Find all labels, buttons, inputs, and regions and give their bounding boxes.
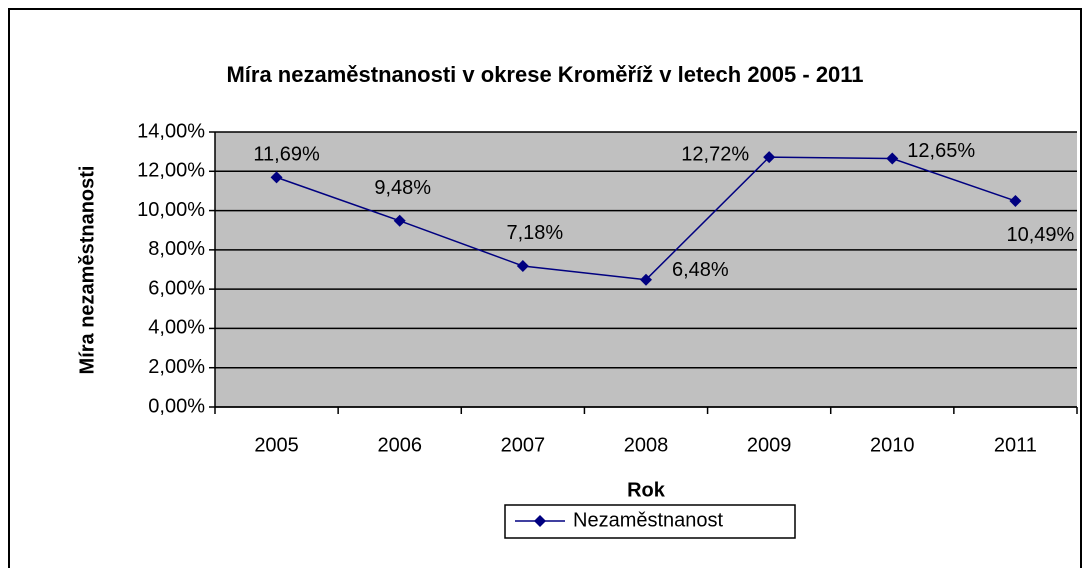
- y-axis-label: Míra nezaměstnanosti: [76, 166, 98, 375]
- marker: [270, 171, 283, 184]
- data-label: 12,72%: [681, 143, 749, 165]
- y-tick-label: 14,00%: [137, 120, 205, 142]
- chart-title: Míra nezaměstnanosti v okrese Kroměříž v…: [226, 62, 863, 87]
- x-tick-label: 2009: [747, 434, 792, 456]
- y-tick-label: 2,00%: [148, 356, 205, 378]
- y-tick-label: 10,00%: [137, 199, 205, 221]
- y-tick-label: 4,00%: [148, 317, 205, 339]
- x-tick-label: 2011: [994, 434, 1037, 456]
- y-tick-label: 0,00%: [148, 395, 205, 417]
- legend-marker: [534, 515, 546, 527]
- data-label: 12,65%: [907, 140, 975, 162]
- data-label: 10,49%: [1007, 224, 1075, 246]
- data-label: 6,48%: [672, 259, 729, 281]
- x-tick-label: 2008: [624, 434, 669, 456]
- legend-label: Nezaměstnanost: [573, 509, 724, 531]
- x-axis-label: Rok: [627, 479, 666, 501]
- x-tick-label: 2005: [254, 434, 299, 456]
- x-tick-label: 2010: [870, 434, 915, 456]
- y-tick-label: 6,00%: [148, 277, 205, 299]
- y-tick-label: 8,00%: [148, 238, 205, 260]
- marker: [1009, 194, 1022, 207]
- marker: [516, 259, 529, 272]
- x-tick-label: 2007: [501, 434, 546, 456]
- marker: [763, 151, 776, 164]
- marker: [393, 214, 406, 227]
- marker: [886, 152, 899, 165]
- data-label: 7,18%: [506, 222, 563, 244]
- x-tick-label: 2006: [377, 434, 422, 456]
- data-label: 9,48%: [374, 177, 431, 199]
- y-tick-label: 12,00%: [137, 160, 205, 182]
- data-label: 11,69%: [253, 144, 320, 166]
- plot-area: [215, 132, 1077, 407]
- marker: [640, 273, 652, 286]
